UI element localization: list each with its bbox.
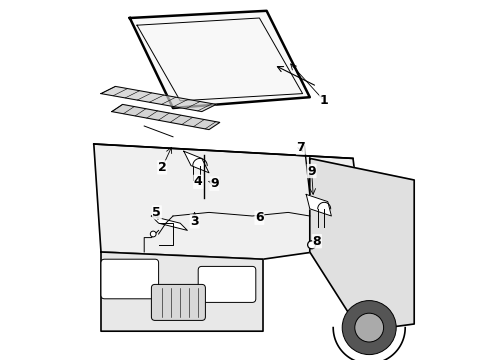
Polygon shape: [112, 104, 220, 130]
Polygon shape: [151, 216, 187, 230]
Circle shape: [342, 301, 396, 355]
Polygon shape: [130, 11, 310, 108]
Circle shape: [150, 231, 156, 237]
Text: 6: 6: [255, 211, 264, 224]
Polygon shape: [101, 252, 263, 331]
Polygon shape: [94, 144, 364, 259]
Polygon shape: [310, 158, 414, 331]
Text: 9: 9: [210, 177, 219, 190]
Circle shape: [308, 241, 316, 249]
Text: 9: 9: [307, 165, 316, 177]
Text: 1: 1: [320, 94, 329, 107]
Polygon shape: [184, 151, 209, 173]
FancyBboxPatch shape: [101, 259, 159, 299]
FancyBboxPatch shape: [151, 284, 205, 320]
Text: 3: 3: [190, 215, 199, 228]
Circle shape: [355, 313, 384, 342]
Polygon shape: [306, 194, 331, 216]
Text: 5: 5: [152, 206, 161, 219]
FancyBboxPatch shape: [198, 266, 256, 302]
Text: 8: 8: [313, 235, 321, 248]
Text: 4: 4: [194, 175, 202, 188]
Text: 2: 2: [158, 161, 167, 174]
Text: 7: 7: [296, 141, 305, 154]
Polygon shape: [101, 86, 216, 112]
